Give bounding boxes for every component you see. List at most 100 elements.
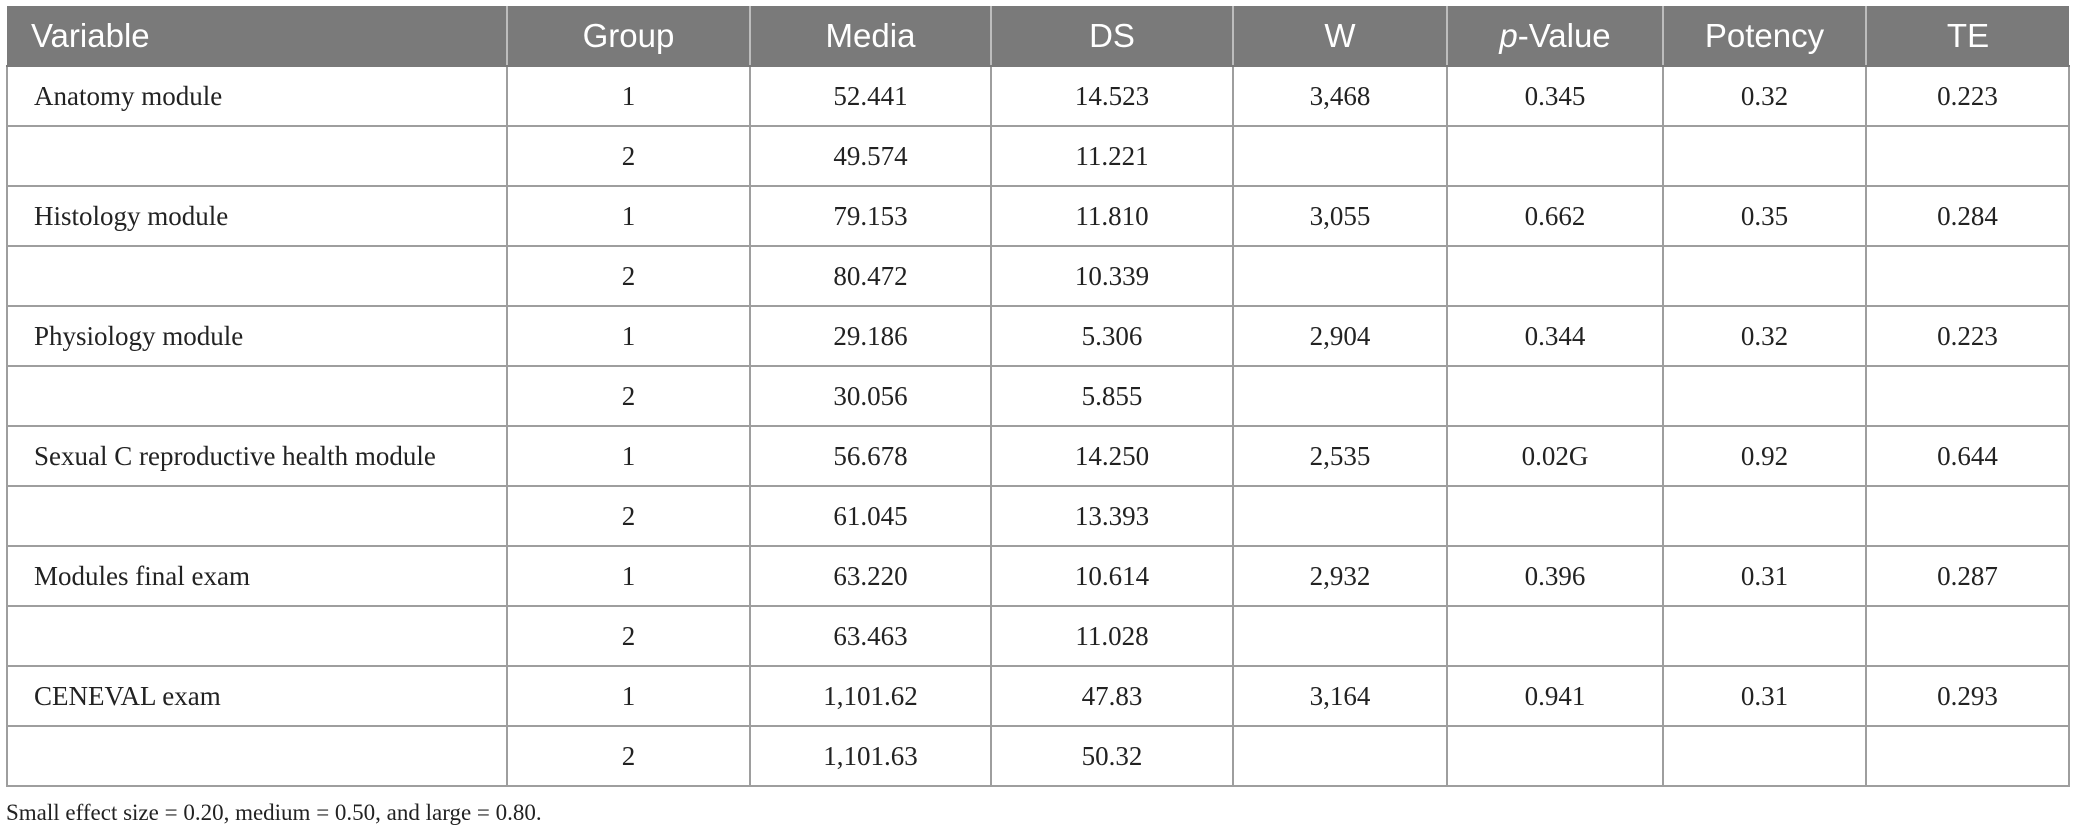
header-p-rest: -Value [1517, 16, 1611, 54]
cell-p-value: 0.396 [1446, 546, 1663, 607]
cell-media: 1,101.62 [749, 666, 991, 727]
cell-ds: 10.614 [990, 546, 1233, 607]
cell-p-value [1446, 126, 1663, 187]
cell-media: 80.472 [749, 246, 991, 307]
cell-variable: Anatomy module [6, 66, 507, 127]
cell-group: 2 [506, 366, 750, 427]
cell-variable [6, 726, 507, 787]
cell-w [1232, 366, 1447, 427]
cell-potency: 0.32 [1662, 306, 1866, 367]
cell-ds: 13.393 [990, 486, 1233, 547]
cell-media: 56.678 [749, 426, 991, 487]
cell-w [1232, 246, 1447, 307]
cell-p-value [1446, 246, 1663, 307]
cell-te [1865, 126, 2070, 187]
cell-te: 0.284 [1865, 186, 2070, 247]
cell-ds: 5.306 [990, 306, 1233, 367]
table-row: Modules final exam 1 63.220 10.614 2,932… [6, 546, 2070, 607]
cell-p-value: 0.345 [1446, 66, 1663, 127]
cell-w [1232, 126, 1447, 187]
cell-potency: 0.35 [1662, 186, 1866, 247]
cell-group: 1 [506, 666, 750, 727]
cell-group: 2 [506, 126, 750, 187]
cell-media: 79.153 [749, 186, 991, 247]
header-potency: Potency [1663, 6, 1867, 67]
cell-group: 2 [506, 486, 750, 547]
cell-ds: 47.83 [990, 666, 1233, 727]
header-p-italic: p [1499, 16, 1518, 54]
cell-group: 2 [506, 606, 750, 667]
cell-te [1865, 366, 2070, 427]
cell-te: 0.287 [1865, 546, 2070, 607]
cell-variable [6, 246, 507, 307]
header-ds: DS [991, 6, 1234, 67]
cell-variable: Sexual C reproductive health module [6, 426, 507, 487]
results-table: Variable Group Media DS W p-Value Potenc… [6, 6, 2070, 787]
table-row: 2 63.463 11.028 [6, 606, 2070, 667]
table-row: Physiology module 1 29.186 5.306 2,904 0… [6, 306, 2070, 367]
cell-variable: Physiology module [6, 306, 507, 367]
table-row: 2 30.056 5.855 [6, 366, 2070, 427]
cell-group: 1 [506, 66, 750, 127]
cell-p-value: 0.941 [1446, 666, 1663, 727]
header-media: Media [750, 6, 992, 67]
cell-w [1232, 606, 1447, 667]
cell-te [1865, 606, 2070, 667]
cell-w [1232, 726, 1447, 787]
cell-ds: 11.221 [990, 126, 1233, 187]
cell-w: 3,468 [1232, 66, 1447, 127]
table-footnote: Small effect size = 0.20, medium = 0.50,… [6, 800, 542, 825]
cell-group: 1 [506, 426, 750, 487]
header-p-value: p-Value [1447, 6, 1664, 67]
cell-media: 1,101.63 [749, 726, 991, 787]
cell-w: 2,904 [1232, 306, 1447, 367]
cell-variable: Modules final exam [6, 546, 507, 607]
header-te: TE [1866, 6, 2069, 67]
cell-te: 0.293 [1865, 666, 2070, 727]
cell-group: 2 [506, 246, 750, 307]
cell-w [1232, 486, 1447, 547]
cell-ds: 11.028 [990, 606, 1233, 667]
cell-p-value [1446, 606, 1663, 667]
table-row: 2 1,101.63 50.32 [6, 726, 2070, 787]
cell-p-value: 0.344 [1446, 306, 1663, 367]
cell-variable: Histology module [6, 186, 507, 247]
cell-te [1865, 726, 2070, 787]
cell-media: 29.186 [749, 306, 991, 367]
header-group: Group [507, 6, 751, 67]
table-row: CENEVAL exam 1 1,101.62 47.83 3,164 0.94… [6, 666, 2070, 727]
cell-ds: 10.339 [990, 246, 1233, 307]
cell-group: 1 [506, 186, 750, 247]
cell-p-value [1446, 366, 1663, 427]
table-row: 2 49.574 11.221 [6, 126, 2070, 187]
cell-te: 0.223 [1865, 306, 2070, 367]
cell-w: 3,055 [1232, 186, 1447, 247]
cell-potency [1662, 726, 1866, 787]
cell-p-value: 0.02G [1446, 426, 1663, 487]
cell-potency [1662, 366, 1866, 427]
cell-potency [1662, 606, 1866, 667]
cell-potency [1662, 246, 1866, 307]
cell-potency [1662, 486, 1866, 547]
cell-te [1865, 486, 2070, 547]
cell-media: 49.574 [749, 126, 991, 187]
cell-ds: 5.855 [990, 366, 1233, 427]
cell-variable [6, 366, 507, 427]
cell-variable: CENEVAL exam [6, 666, 507, 727]
cell-te: 0.644 [1865, 426, 2070, 487]
cell-p-value [1446, 486, 1663, 547]
cell-variable [6, 486, 507, 547]
cell-media: 63.463 [749, 606, 991, 667]
cell-potency [1662, 126, 1866, 187]
cell-w: 2,535 [1232, 426, 1447, 487]
cell-ds: 50.32 [990, 726, 1233, 787]
header-variable: Variable [7, 6, 508, 67]
header-w: W [1233, 6, 1448, 67]
results-table-container: Variable Group Media DS W p-Value Potenc… [6, 6, 2070, 787]
cell-potency: 0.32 [1662, 66, 1866, 127]
cell-w: 3,164 [1232, 666, 1447, 727]
cell-p-value [1446, 726, 1663, 787]
cell-ds: 14.250 [990, 426, 1233, 487]
cell-te: 0.223 [1865, 66, 2070, 127]
cell-media: 30.056 [749, 366, 991, 427]
